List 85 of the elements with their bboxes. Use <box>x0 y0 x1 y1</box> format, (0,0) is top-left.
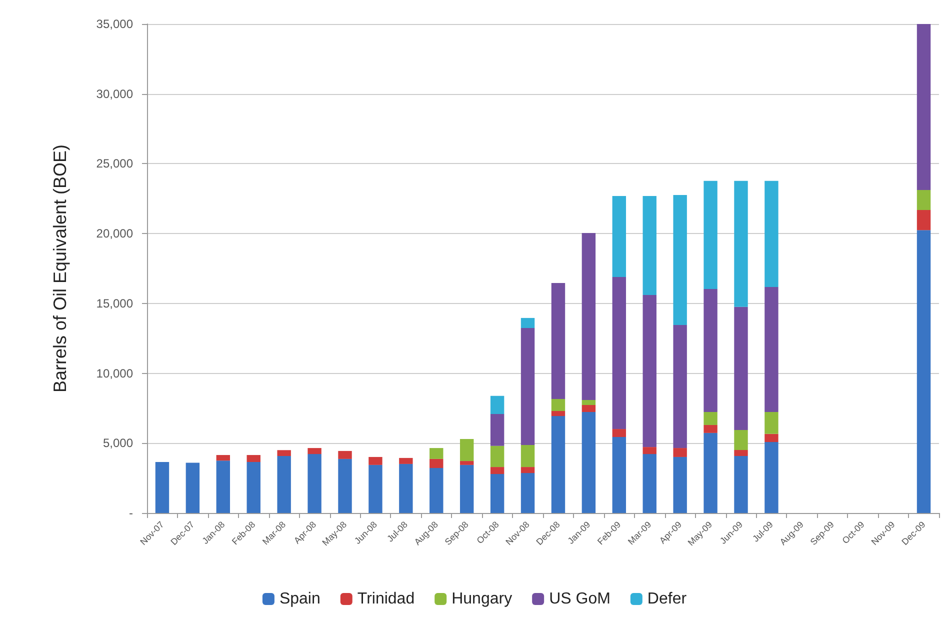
bar <box>734 430 748 450</box>
bar <box>916 24 931 190</box>
bar <box>551 416 566 513</box>
bar <box>734 450 748 456</box>
legend-label: US GoM <box>549 590 610 608</box>
bar <box>673 324 687 448</box>
legend-label: Trinidad <box>357 590 415 608</box>
bar <box>704 180 718 290</box>
legend-label: Spain <box>279 590 320 608</box>
bar <box>704 424 718 433</box>
bar <box>520 318 535 328</box>
y-tick-label: 15,000 <box>96 296 134 310</box>
bar <box>764 412 778 434</box>
bar <box>551 398 566 412</box>
bar <box>764 180 778 287</box>
bar <box>764 434 778 442</box>
bar <box>582 233 596 400</box>
bar <box>764 286 778 412</box>
bar <box>642 196 656 296</box>
bar <box>734 306 748 430</box>
bar <box>612 277 626 430</box>
bar <box>916 210 931 230</box>
bar <box>460 464 474 513</box>
bar <box>612 429 626 437</box>
y-tick-label: 10,000 <box>96 366 134 380</box>
bar <box>430 458 444 468</box>
bar <box>582 400 596 405</box>
bar <box>612 436 626 513</box>
bar <box>916 230 931 513</box>
legend-label: Hungary <box>452 590 512 608</box>
bar <box>338 450 352 459</box>
bar <box>490 474 504 513</box>
bar <box>916 190 931 210</box>
bar <box>642 295 656 448</box>
bar <box>430 448 444 459</box>
bar <box>734 180 748 307</box>
bar <box>338 458 352 513</box>
bar <box>520 473 535 513</box>
y-tick-label: 20,000 <box>96 226 134 241</box>
bar <box>520 444 535 468</box>
bar <box>704 432 718 513</box>
bar <box>308 454 322 513</box>
bar <box>246 455 260 462</box>
bar <box>368 464 382 513</box>
bar <box>764 442 778 513</box>
bar <box>308 448 322 454</box>
bar <box>582 412 596 513</box>
bar <box>216 460 230 513</box>
bar <box>551 411 566 416</box>
bar <box>673 448 687 457</box>
y-tick-label: 30,000 <box>96 86 134 101</box>
bar <box>490 467 504 474</box>
bar <box>490 414 504 446</box>
bar <box>642 447 656 454</box>
bar <box>399 464 413 513</box>
bar <box>673 456 687 513</box>
bar <box>430 468 444 513</box>
bar <box>520 467 535 474</box>
y-tick-label: 5,000 <box>102 436 134 450</box>
y-axis-title: Barrels of Oil Equivalent (BOE) <box>50 144 70 393</box>
bar <box>186 462 200 513</box>
bar <box>368 456 382 465</box>
bar <box>642 454 656 513</box>
y-tick-label: 25,000 <box>96 156 134 171</box>
bar <box>520 328 535 445</box>
bar <box>246 462 260 513</box>
bar <box>490 396 504 414</box>
bar <box>399 458 413 464</box>
bar <box>216 455 230 461</box>
y-tick-label: 35,000 <box>96 17 134 31</box>
bar <box>277 450 291 456</box>
bar <box>277 456 291 513</box>
bar <box>490 446 504 468</box>
bar <box>734 456 748 513</box>
bar <box>704 289 718 412</box>
legend-label: Defer <box>647 590 688 608</box>
bar <box>612 196 626 278</box>
bar <box>704 412 718 425</box>
bar <box>582 405 596 412</box>
y-tick-label: - <box>129 506 133 520</box>
bar <box>155 462 170 513</box>
bar <box>551 283 566 399</box>
bar <box>460 461 474 465</box>
bar <box>460 438 474 462</box>
bar <box>673 195 687 325</box>
